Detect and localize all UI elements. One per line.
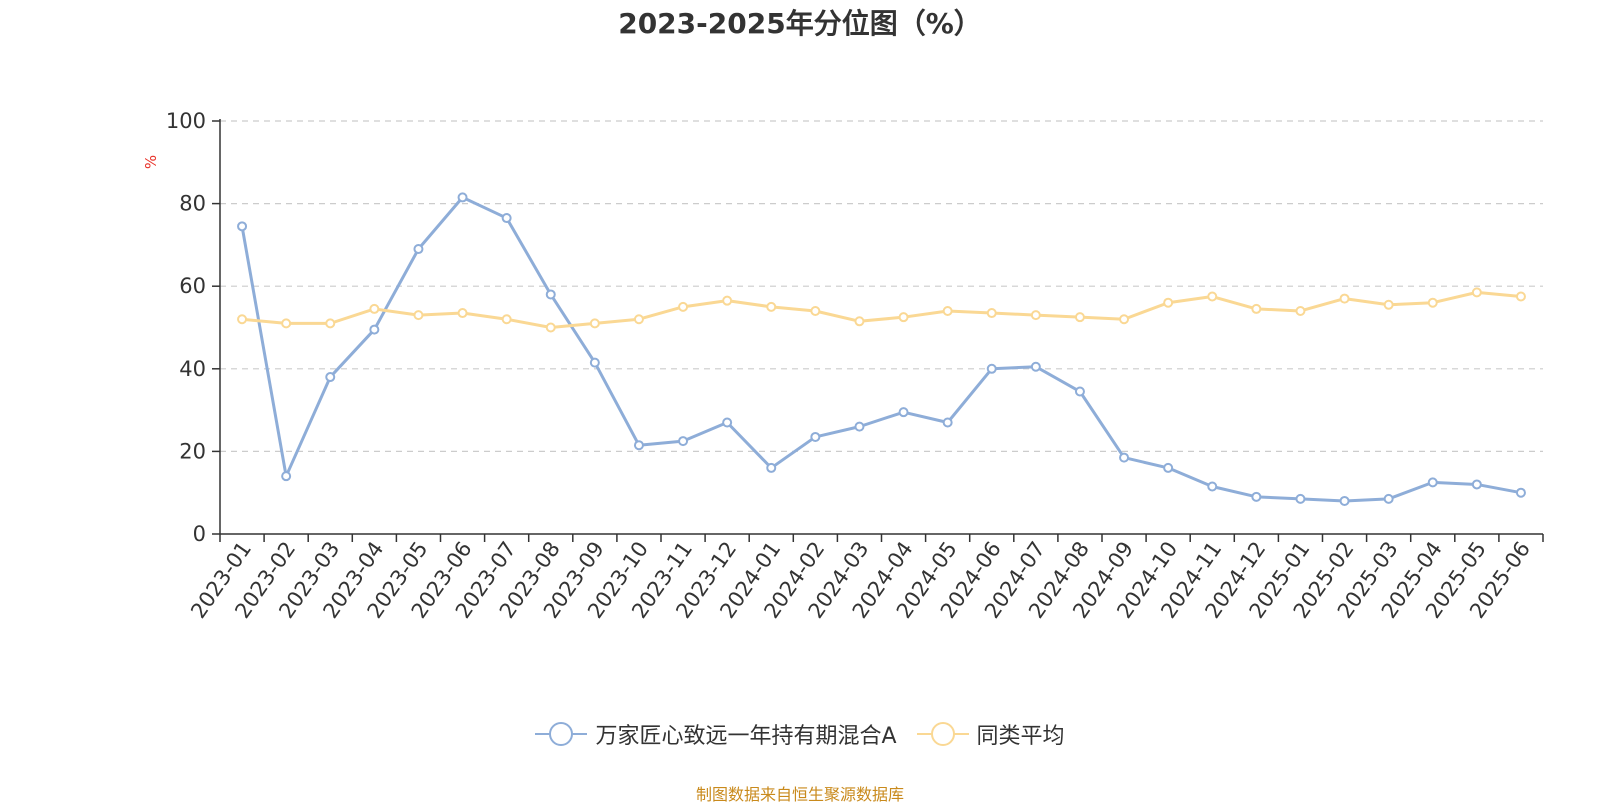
- series-a: [237, 192, 1526, 506]
- data-point[interactable]: [457, 308, 468, 319]
- data-point[interactable]: [501, 314, 512, 325]
- data-point[interactable]: [1383, 299, 1394, 310]
- data-point[interactable]: [854, 421, 865, 432]
- data-point[interactable]: [942, 305, 953, 316]
- data-point[interactable]: [325, 372, 336, 383]
- data-point[interactable]: [413, 310, 424, 321]
- data-point[interactable]: [545, 289, 556, 300]
- data-point[interactable]: [810, 431, 821, 442]
- legend-item-series-b[interactable]: 同类平均: [916, 718, 1065, 750]
- legend-label-series-b: 同类平均: [976, 724, 1065, 749]
- data-point[interactable]: [1427, 297, 1438, 308]
- data-point[interactable]: [237, 314, 248, 325]
- series-lines: [237, 192, 1526, 506]
- data-point[interactable]: [766, 301, 777, 312]
- data-point[interactable]: [1383, 493, 1394, 504]
- data-point[interactable]: [1471, 287, 1482, 298]
- data-point[interactable]: [545, 322, 556, 333]
- data-point[interactable]: [678, 301, 689, 312]
- y-tick-label: 40: [179, 357, 206, 381]
- data-point[interactable]: [1339, 293, 1350, 304]
- data-point[interactable]: [678, 436, 689, 447]
- grid-lines: [220, 120, 1543, 452]
- series-line: [241, 290, 1522, 329]
- chart-title: 2023-2025年分位图（%）: [618, 7, 982, 40]
- data-point[interactable]: [1471, 479, 1482, 490]
- y-tick-label: 0: [193, 522, 206, 546]
- data-point[interactable]: [1295, 493, 1306, 504]
- legend-line-circle-icon-b: [916, 722, 969, 746]
- data-point[interactable]: [1119, 452, 1130, 463]
- data-point[interactable]: [942, 417, 953, 428]
- data-point[interactable]: [589, 318, 600, 329]
- data-point[interactable]: [1119, 314, 1130, 325]
- data-point[interactable]: [722, 295, 733, 306]
- data-point[interactable]: [1295, 305, 1306, 316]
- data-point[interactable]: [1251, 491, 1262, 502]
- data-point[interactable]: [237, 221, 248, 232]
- data-point[interactable]: [369, 303, 380, 314]
- data-point[interactable]: [1074, 312, 1085, 323]
- y-tick-label: 20: [179, 439, 206, 463]
- y-tick-label: 60: [179, 274, 206, 298]
- data-point[interactable]: [457, 192, 468, 203]
- source-footer: 制图数据来自恒生聚源数据库: [695, 785, 904, 804]
- data-point[interactable]: [633, 440, 644, 451]
- data-point[interactable]: [898, 407, 909, 418]
- data-point[interactable]: [1427, 477, 1438, 488]
- data-point[interactable]: [325, 318, 336, 329]
- data-point[interactable]: [1515, 487, 1526, 498]
- data-point[interactable]: [1207, 481, 1218, 492]
- data-point[interactable]: [810, 305, 821, 316]
- data-point[interactable]: [986, 363, 997, 374]
- y-tick-label: 100: [166, 109, 206, 133]
- y-axis-unit-label: %: [142, 155, 160, 169]
- data-point[interactable]: [281, 318, 292, 329]
- legend: 万家匠心致远一年持有期混合A 同类平均: [0, 718, 1600, 750]
- data-point[interactable]: [1163, 462, 1174, 473]
- data-point[interactable]: [1251, 303, 1262, 314]
- data-point[interactable]: [766, 462, 777, 473]
- data-point[interactable]: [854, 316, 865, 327]
- data-point[interactable]: [1030, 310, 1041, 321]
- data-point[interactable]: [986, 308, 997, 319]
- data-point[interactable]: [1030, 361, 1041, 372]
- data-point[interactable]: [1339, 495, 1350, 506]
- data-point[interactable]: [369, 324, 380, 335]
- data-point[interactable]: [1074, 386, 1085, 397]
- data-point[interactable]: [633, 314, 644, 325]
- axes: 0204060801002023-012023-022023-032023-04…: [166, 109, 1544, 623]
- data-point[interactable]: [898, 312, 909, 323]
- data-point[interactable]: [1163, 297, 1174, 308]
- series-b: [237, 287, 1526, 333]
- data-point[interactable]: [413, 244, 424, 255]
- data-point[interactable]: [501, 213, 512, 224]
- legend-line-circle-icon-a: [535, 722, 588, 746]
- data-point[interactable]: [281, 471, 292, 482]
- data-point[interactable]: [1207, 291, 1218, 302]
- legend-item-series-a[interactable]: 万家匠心致远一年持有期混合A: [535, 718, 897, 750]
- data-point[interactable]: [589, 357, 600, 368]
- data-point[interactable]: [722, 417, 733, 428]
- series-line: [240, 195, 1522, 503]
- legend-label-series-a: 万家匠心致远一年持有期混合A: [595, 724, 897, 749]
- data-point[interactable]: [1515, 291, 1526, 302]
- y-tick-label: 80: [179, 192, 206, 216]
